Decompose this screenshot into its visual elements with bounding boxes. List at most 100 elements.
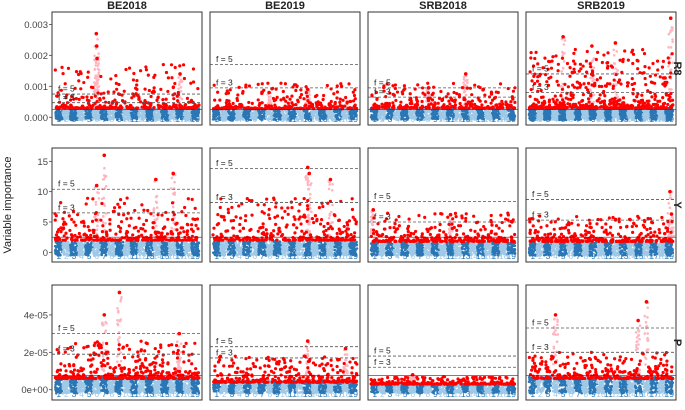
significant-point — [79, 87, 83, 91]
marker-point — [61, 111, 65, 114]
significant-point — [335, 90, 340, 94]
significant-point — [171, 85, 175, 89]
significant-point — [370, 94, 374, 98]
marker-point — [267, 113, 270, 116]
significant-point — [126, 106, 130, 110]
marker-point — [446, 113, 449, 117]
chromosome-label: 6 — [410, 114, 415, 124]
marker-point — [402, 114, 406, 118]
marker-point — [105, 118, 109, 121]
marker-point — [488, 110, 492, 113]
marker-point — [235, 111, 238, 114]
marker-point — [148, 117, 151, 121]
marker-point — [571, 110, 575, 113]
significant-point — [321, 97, 325, 102]
significant-point — [137, 97, 141, 101]
significant-point — [345, 100, 349, 104]
significant-point — [506, 86, 510, 91]
marker-point — [238, 117, 242, 121]
significant-point — [476, 106, 480, 110]
chromosome-label: 11 — [288, 114, 297, 124]
significant-point — [325, 83, 329, 88]
marker-point — [213, 113, 217, 117]
marker-point — [344, 113, 348, 116]
highlight-point — [97, 73, 101, 77]
marker-point — [421, 109, 424, 113]
threshold-label-f3: f = 3 — [374, 87, 391, 97]
significant-point — [117, 106, 121, 110]
significant-point — [382, 105, 387, 110]
marker-point — [183, 111, 187, 115]
marker-point — [538, 115, 542, 119]
marker-point — [433, 116, 436, 119]
significant-point — [453, 103, 458, 107]
marker-point — [303, 113, 307, 117]
marker-point — [275, 115, 278, 119]
marker-point — [512, 116, 515, 120]
marker-point — [75, 116, 79, 120]
peak-point — [463, 72, 468, 76]
marker-point — [292, 114, 295, 118]
significant-point — [393, 86, 397, 91]
marker-point — [148, 111, 152, 115]
significant-point — [120, 99, 125, 103]
marker-point — [318, 118, 322, 121]
significant-point — [282, 96, 286, 100]
marker-point — [185, 109, 189, 113]
highlight-point — [96, 64, 100, 67]
significant-point — [453, 100, 457, 104]
significant-point — [135, 106, 139, 110]
significant-point — [310, 103, 315, 108]
significant-point — [432, 85, 436, 89]
significant-point — [352, 93, 357, 98]
significant-point — [161, 63, 165, 67]
marker-point — [390, 113, 394, 117]
significant-point — [173, 81, 177, 86]
significant-point — [109, 77, 113, 81]
marker-point — [154, 112, 157, 116]
marker-point — [435, 117, 439, 120]
marker-point — [355, 114, 358, 117]
marker-point — [560, 117, 564, 121]
marker-point — [349, 113, 353, 117]
marker-point — [335, 115, 338, 119]
significant-point — [495, 105, 499, 109]
marker-point — [137, 116, 141, 119]
panel-border — [367, 11, 519, 126]
significant-point — [504, 100, 508, 104]
significant-point — [231, 101, 235, 106]
marker-point — [446, 116, 449, 120]
significant-point — [439, 89, 443, 94]
marker-point — [149, 115, 152, 118]
significant-point — [395, 90, 400, 94]
marker-point — [285, 116, 288, 120]
significant-point — [86, 101, 91, 105]
chromosome-label: 7 — [260, 114, 265, 124]
marker-point — [236, 113, 239, 116]
significant-point — [292, 83, 297, 87]
significant-point — [470, 99, 475, 103]
significant-point — [315, 102, 319, 107]
marker-point — [260, 118, 263, 121]
marker-point — [110, 117, 114, 121]
significant-point — [387, 101, 392, 106]
significant-point — [279, 81, 283, 85]
marker-point — [150, 117, 153, 121]
marker-point — [267, 117, 271, 121]
significant-point — [129, 105, 133, 110]
significant-point — [72, 97, 76, 101]
significant-point — [149, 94, 153, 99]
marker-point — [491, 114, 495, 118]
significant-point — [176, 99, 180, 103]
marker-point — [177, 114, 181, 118]
marker-point — [494, 113, 498, 117]
significant-point — [172, 97, 176, 101]
marker-point — [504, 117, 508, 120]
significant-point — [85, 95, 89, 99]
marker-point — [161, 113, 164, 116]
marker-point — [155, 118, 159, 122]
chromosome-label: 17 — [491, 114, 501, 124]
marker-point — [378, 109, 381, 112]
marker-point — [86, 114, 89, 118]
chromosome-label: 3 — [230, 114, 235, 124]
